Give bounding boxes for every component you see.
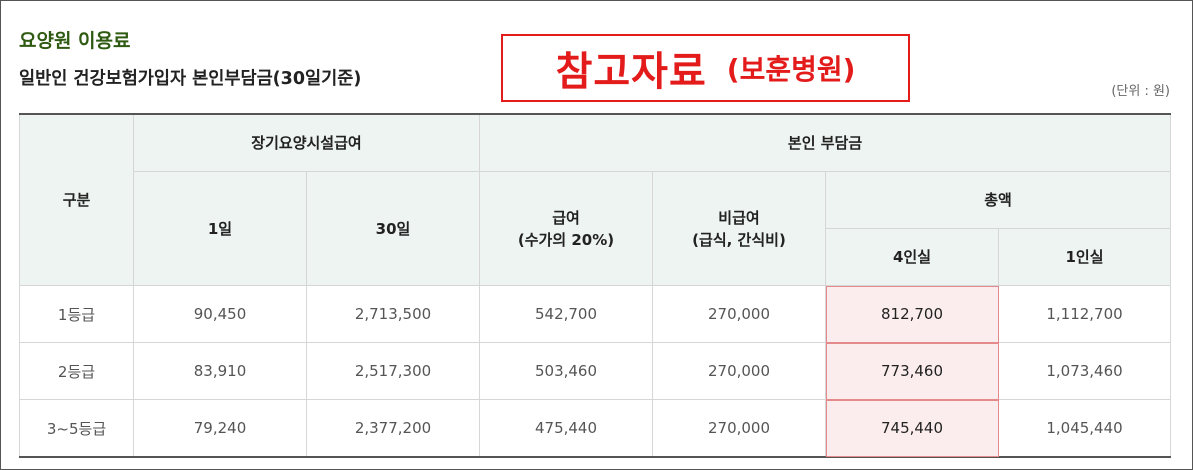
grade-cell: 1등급 — [19, 285, 134, 343]
table-row: 1등급 90,450 2,713,500 542,700 270,000 812… — [19, 285, 1172, 343]
reference-sub-text: (보훈병원) — [726, 53, 856, 86]
header-benefit-line1: 급여 — [552, 208, 580, 227]
day1-cell: 83,910 — [133, 342, 307, 400]
header-one-person: 1인실 — [997, 228, 1172, 286]
benefit-cell: 542,700 — [479, 285, 653, 343]
room4-cell: 745,440 — [825, 399, 999, 458]
header-total: 총액 — [824, 171, 1172, 229]
header-one-day: 1일 — [133, 171, 307, 286]
header-thirty-days: 30일 — [306, 171, 480, 286]
header-four-person: 4인실 — [825, 228, 999, 286]
header-nonbenefit-line1: 비급여 — [718, 208, 760, 227]
header-category: 구분 — [19, 113, 134, 286]
day1-cell: 90,450 — [133, 285, 307, 343]
table-row: 3~5등급 79,240 2,377,200 475,440 270,000 7… — [19, 399, 1172, 458]
day30-cell: 2,377,200 — [306, 399, 480, 458]
header-benefit-line2: (수가의 20%) — [517, 230, 615, 249]
room4-cell: 812,700 — [825, 285, 999, 343]
benefit-cell: 475,440 — [479, 399, 653, 458]
unit-label: (단위 : 원) — [1111, 84, 1170, 99]
nonbenefit-cell: 270,000 — [652, 342, 826, 400]
reference-stamp: 참고자료 (보훈병원) — [501, 34, 910, 102]
room1-cell: 1,112,700 — [997, 285, 1172, 343]
room1-cell: 1,045,440 — [997, 399, 1172, 458]
reference-main-text: 참고자료 — [555, 49, 707, 95]
room1-cell: 1,073,460 — [997, 342, 1172, 400]
room4-cell: 773,460 — [825, 342, 999, 400]
header-nonbenefit: 비급여 (급식, 간식비) — [652, 171, 826, 286]
grade-cell: 3~5등급 — [19, 399, 134, 458]
fee-table: 구분 장기요양시설급여 본인 부담금 1일 30일 급여 (수가의 20%) 비… — [19, 113, 1172, 458]
day1-cell: 79,240 — [133, 399, 307, 458]
benefit-cell: 503,460 — [479, 342, 653, 400]
day30-cell: 2,517,300 — [306, 342, 480, 400]
header-facility-benefit: 장기요양시설급여 — [133, 113, 480, 172]
day30-cell: 2,713,500 — [306, 285, 480, 343]
header-benefit: 급여 (수가의 20%) — [479, 171, 653, 286]
header-nonbenefit-line2: (급식, 간식비) — [692, 230, 786, 249]
table-subtitle: 일반인 건강보험가입자 본인부담금(30일기준) — [19, 69, 362, 89]
section-title: 요양원 이용료 — [19, 30, 131, 52]
table-row: 2등급 83,910 2,517,300 503,460 270,000 773… — [19, 342, 1172, 400]
nonbenefit-cell: 270,000 — [652, 399, 826, 458]
grade-cell: 2등급 — [19, 342, 134, 400]
nonbenefit-cell: 270,000 — [652, 285, 826, 343]
header-copay: 본인 부담금 — [478, 113, 1172, 172]
